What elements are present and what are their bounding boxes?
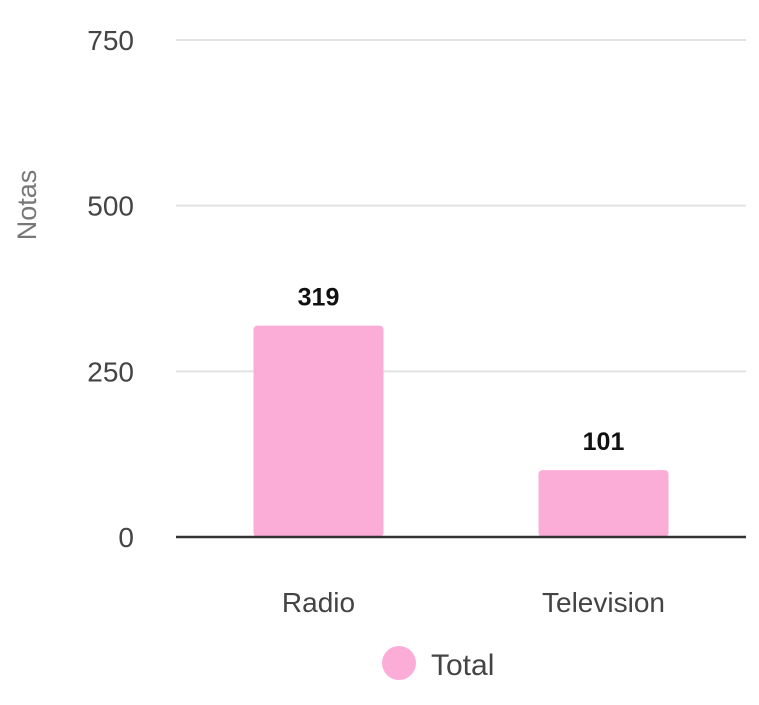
data-label-television: 101 bbox=[583, 428, 625, 456]
x-tick-label-television: Television bbox=[542, 587, 665, 618]
x-axis-ticks: Radio Television bbox=[282, 587, 665, 618]
data-label-radio: 319 bbox=[298, 284, 340, 312]
bar-radio bbox=[253, 325, 384, 537]
y-tick-label: 750 bbox=[87, 25, 134, 56]
x-tick-label-radio: Radio bbox=[282, 587, 355, 618]
y-axis-label: Notas bbox=[12, 170, 42, 241]
y-tick-label: 500 bbox=[87, 191, 134, 222]
y-tick-label: 250 bbox=[87, 356, 134, 387]
legend-swatch-total bbox=[382, 646, 416, 680]
legend: Total bbox=[382, 646, 494, 682]
gridlines bbox=[176, 39, 746, 373]
y-axis-ticks: 0 250 500 750 bbox=[87, 25, 134, 553]
y-tick-label: 0 bbox=[118, 522, 134, 553]
bars: 319 101 bbox=[253, 284, 669, 537]
bar-television bbox=[538, 470, 669, 537]
legend-label-total: Total bbox=[431, 649, 494, 682]
